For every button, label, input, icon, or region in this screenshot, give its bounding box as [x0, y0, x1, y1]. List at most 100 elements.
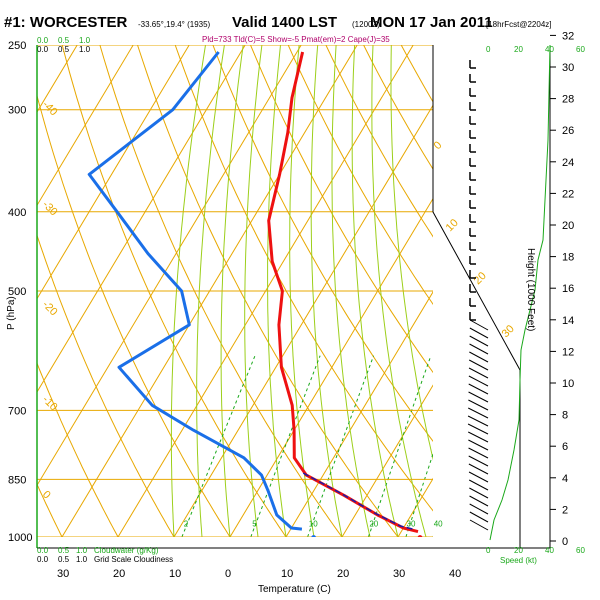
forecast-date: MON 17 Jan 2011 — [370, 14, 493, 31]
dry-adiabat-line — [590, 45, 600, 537]
moist-adiabat-line — [289, 45, 315, 537]
moist-adiabat-line — [170, 45, 206, 537]
wind-barb — [468, 367, 489, 379]
svg-text:Grid Scale Cloudiness: Grid Scale Cloudiness — [94, 555, 173, 564]
isotherm-line — [510, 45, 600, 537]
dry-adiabat-line — [477, 45, 600, 537]
dewpoint-surface-marker — [311, 535, 317, 537]
wind-barb — [469, 495, 489, 507]
dry-adiabat-line — [250, 45, 433, 374]
temperature-tick-label: 0 — [225, 568, 231, 580]
wind-barb — [468, 455, 489, 467]
moist-adiabat-line — [196, 45, 225, 537]
wind-barb — [469, 487, 489, 499]
wind-barb — [468, 471, 489, 483]
wind-barb — [469, 319, 489, 331]
moist-adiabat-line — [390, 45, 433, 461]
svg-text:0.0: 0.0 — [37, 546, 49, 555]
svg-text:0.5: 0.5 — [58, 36, 70, 45]
dry-adiabat-line — [37, 361, 119, 537]
height-tick-label: 12 — [562, 346, 574, 358]
dry-adiabat-line — [174, 45, 433, 512]
isotherm-label: -30 — [40, 199, 60, 219]
dry-adiabat-line — [37, 93, 231, 537]
wind-barb — [467, 415, 489, 427]
svg-text:0: 0 — [486, 45, 491, 54]
height-tick-label: 22 — [562, 188, 574, 200]
svg-text:20: 20 — [514, 45, 523, 54]
wind-barb — [468, 479, 489, 491]
isotherm-label: 0 — [40, 489, 53, 502]
temperature-tick-label: 20 — [113, 568, 125, 580]
wind-barb — [469, 351, 489, 363]
dry-adiabat-line — [287, 45, 433, 306]
wind-barb — [469, 519, 489, 531]
dry-adiabat-line — [0, 45, 6, 537]
pressure-tick-label: 400 — [8, 207, 26, 219]
svg-text:0.0: 0.0 — [37, 45, 49, 54]
pressure-axis-label: P (hPa) — [6, 296, 17, 330]
temperature-axis-label: Temperature (C) — [258, 584, 331, 595]
height-tick-label: 14 — [562, 315, 574, 327]
svg-text:0.0: 0.0 — [37, 555, 49, 564]
pressure-tick-label: 500 — [8, 286, 26, 298]
svg-text:Speed (kt): Speed (kt) — [500, 556, 537, 565]
height-tick-label: 24 — [562, 157, 574, 169]
moist-adiabat-line — [331, 45, 371, 537]
station-name: #1: WORCESTER — [4, 14, 128, 31]
dry-adiabat-line — [325, 45, 433, 238]
mixing-ratio-labels: 2 5 10 20 30 40 — [184, 520, 443, 529]
svg-text:0.5: 0.5 — [58, 546, 70, 555]
height-tick-label: 2 — [562, 504, 568, 516]
height-tick-label: 18 — [562, 252, 574, 264]
height-tick-label: 30 — [562, 62, 574, 74]
isobar-lines — [37, 45, 433, 537]
temperature-tick-label: 40 — [449, 568, 461, 580]
isotherm-line — [285, 291, 433, 537]
temperature-tick-label: 30 — [393, 568, 405, 580]
valid-time: Valid 1400 LST — [232, 14, 337, 31]
svg-text:20: 20 — [514, 546, 523, 555]
temperature-surface-marker — [417, 535, 423, 537]
pressure-tick-label: 850 — [8, 474, 26, 486]
svg-text:0.5: 0.5 — [58, 555, 70, 564]
mixing-ratio-label: 2 — [184, 520, 189, 529]
wind-barb — [468, 447, 489, 459]
parcel-trace-line — [302, 472, 416, 531]
height-tick-label: 8 — [562, 410, 568, 422]
dry-adiabat-line — [37, 483, 63, 537]
height-tick-label: 20 — [562, 220, 574, 232]
moist-adiabat-line — [220, 45, 244, 537]
sounding-series — [87, 51, 423, 537]
dewpoint-line — [87, 51, 303, 531]
mixing-ratio-line — [250, 355, 321, 537]
wind-barb — [468, 439, 489, 451]
wind-barb — [469, 343, 489, 355]
wind-barb — [468, 375, 489, 387]
dry-adiabat-line — [99, 45, 343, 537]
wind-barb — [469, 335, 489, 347]
dry-adiabat-line — [439, 45, 600, 537]
wind-barb — [468, 463, 489, 475]
svg-text:40: 40 — [545, 546, 554, 555]
pressure-ticks: 250 300 400 500 700 850 1000 — [8, 40, 32, 544]
wind-barb — [468, 399, 489, 411]
mixing-ratio-line — [405, 452, 433, 537]
mixing-ratio-line — [181, 355, 256, 537]
mixing-ratio-label: 30 — [407, 520, 416, 529]
wind-barb — [468, 383, 489, 395]
forecast-info: [18hrFcst@2204z] — [486, 20, 551, 29]
speed-scale-bottom: 0 20 40 60 Speed (kt) — [486, 546, 585, 565]
wind-barb — [468, 359, 489, 371]
wind-barb — [469, 511, 489, 523]
speed-scale-top: 0 20 40 60 — [486, 45, 585, 54]
height-tick-label: 28 — [562, 94, 574, 106]
temperature-tick-label: 20 — [337, 568, 349, 580]
isotherm-label: 0 — [432, 139, 445, 152]
temperature-ticks: 30 20 10 0 10 20 30 40 — [57, 568, 461, 580]
mixing-ratio-label: 20 — [369, 520, 378, 529]
temperature-tick-label: 30 — [57, 568, 69, 580]
temperature-line — [267, 51, 419, 534]
height-tick-label: 26 — [562, 125, 574, 137]
